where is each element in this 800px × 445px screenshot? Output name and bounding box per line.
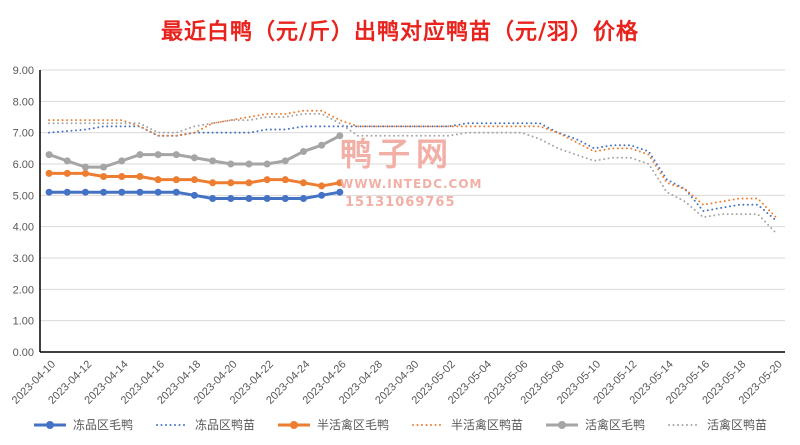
- data-point: [299, 179, 307, 187]
- series-line-1: [48, 122, 777, 222]
- data-point: [281, 157, 289, 165]
- data-point: [245, 160, 253, 168]
- data-point: [318, 141, 326, 149]
- data-point: [227, 194, 235, 202]
- legend-label: 半活禽区毛鸭: [316, 418, 389, 432]
- data-point: [336, 188, 344, 196]
- legend-swatch: [667, 419, 701, 431]
- data-point: [209, 157, 217, 165]
- data-point: [190, 154, 198, 162]
- data-point: [172, 151, 180, 159]
- legend-label: 活禽区毛鸭: [585, 418, 646, 432]
- data-point: [209, 194, 217, 202]
- data-point: [118, 188, 126, 196]
- y-tick-label: 5.00: [13, 190, 34, 202]
- data-point: [336, 132, 344, 140]
- data-point: [245, 194, 253, 202]
- data-point: [263, 194, 271, 202]
- legend-label: 冻品区鸭苗: [194, 418, 255, 432]
- data-point: [245, 179, 253, 187]
- data-point: [63, 169, 71, 177]
- data-point: [227, 160, 235, 168]
- legend-swatch: [33, 419, 67, 431]
- data-point: [318, 191, 326, 199]
- legend-swatch: [411, 419, 445, 431]
- legend-label: 活禽区鸭苗: [707, 418, 768, 432]
- data-point: [299, 194, 307, 202]
- legend-swatch: [155, 419, 189, 431]
- data-point: [63, 188, 71, 196]
- legend-item: 半活禽区鸭苗: [411, 416, 523, 433]
- watermark-phone: 15131069765: [345, 195, 456, 210]
- legend-swatch: [545, 419, 579, 431]
- y-tick-label: 0.00: [13, 347, 34, 359]
- data-point: [299, 147, 307, 155]
- data-point: [154, 151, 162, 159]
- legend-label: 冻品区毛鸭: [72, 418, 133, 432]
- legend-item: 活禽区毛鸭: [545, 416, 645, 433]
- data-point: [100, 173, 108, 181]
- data-point: [336, 179, 344, 187]
- y-tick-label: 4.00: [13, 222, 34, 234]
- data-point: [100, 163, 108, 171]
- data-point: [263, 176, 271, 184]
- y-tick-label: 2.00: [13, 284, 34, 296]
- data-point: [209, 179, 217, 187]
- legend-swatch: [277, 419, 311, 431]
- data-point: [281, 176, 289, 184]
- legend-label: 半活禽区鸭苗: [451, 418, 524, 432]
- data-point: [172, 188, 180, 196]
- data-point: [63, 157, 71, 165]
- chart-title: 最近白鸭（元/斤）出鸭对应鸭苗（元/羽）价格: [160, 20, 640, 45]
- y-tick-label: 3.00: [13, 253, 34, 265]
- data-point: [100, 188, 108, 196]
- data-point: [190, 176, 198, 184]
- data-point: [318, 182, 326, 190]
- data-point: [81, 163, 89, 171]
- data-point: [136, 151, 144, 159]
- legend-item: 冻品区毛鸭: [33, 416, 133, 433]
- series-line-4: [47, 134, 342, 169]
- data-point: [81, 169, 89, 177]
- data-point: [281, 194, 289, 202]
- watermark-url: WWW.INTEDC.COM: [340, 177, 483, 191]
- data-point: [172, 176, 180, 184]
- legend-item: 半活禽区毛鸭: [277, 416, 389, 433]
- data-point: [45, 188, 53, 196]
- data-point: [154, 176, 162, 184]
- data-point: [118, 157, 126, 165]
- data-point: [136, 173, 144, 181]
- y-tick-label: 1.00: [13, 316, 34, 328]
- series-line-5: [48, 112, 777, 234]
- data-point: [190, 191, 198, 199]
- watermark-logo: 鸭子网: [340, 135, 455, 173]
- y-tick-label: 6.00: [13, 159, 34, 171]
- data-point: [45, 169, 53, 177]
- data-point: [118, 173, 126, 181]
- data-point: [154, 188, 162, 196]
- y-tick-label: 7.00: [13, 128, 34, 140]
- legend: 冻品区毛鸭 冻品区鸭苗 半活禽区毛鸭 半活禽区鸭苗 活禽区毛鸭 活禽区鸭苗: [0, 416, 800, 433]
- legend-item: 活禽区鸭苗: [667, 416, 767, 433]
- data-point: [263, 160, 271, 168]
- data-point: [81, 188, 89, 196]
- series-line-3: [48, 109, 777, 219]
- y-tick-label: 9.00: [13, 65, 34, 77]
- y-tick-label: 8.00: [13, 96, 34, 108]
- legend-item: 冻品区鸭苗: [155, 416, 255, 433]
- data-point: [227, 179, 235, 187]
- data-point: [45, 151, 53, 159]
- data-point: [136, 188, 144, 196]
